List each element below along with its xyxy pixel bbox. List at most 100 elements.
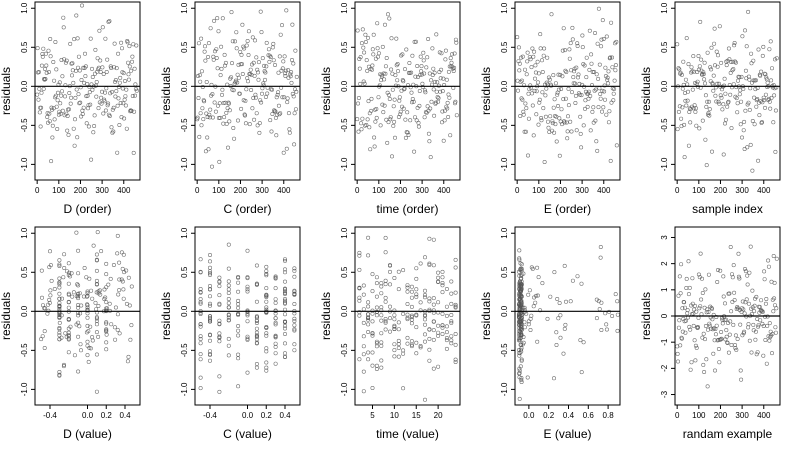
data-point (90, 338, 95, 343)
data-point (436, 279, 441, 284)
data-point (119, 277, 124, 282)
data-point (87, 276, 92, 281)
data-point (373, 56, 378, 61)
data-point (596, 76, 601, 81)
x-tick-label: 15 (412, 411, 421, 420)
data-point (290, 91, 295, 96)
data-point (591, 105, 596, 110)
data-point (445, 106, 450, 111)
data-point (367, 111, 372, 116)
data-point (52, 117, 57, 122)
data-point (384, 117, 389, 122)
data-point (453, 265, 458, 270)
data-point (574, 65, 579, 70)
data-point (444, 304, 449, 309)
data-point (746, 74, 751, 79)
data-point (692, 303, 697, 308)
data-point (535, 80, 540, 85)
data-point (405, 335, 410, 340)
data-point (422, 313, 427, 318)
data-point (387, 316, 392, 321)
data-point (518, 79, 523, 84)
data-point (435, 80, 440, 85)
data-point (604, 327, 609, 332)
data-point (362, 81, 367, 86)
data-point (427, 262, 432, 267)
data-point (743, 68, 748, 73)
data-point (113, 94, 118, 99)
data-point (282, 95, 287, 100)
data-point (546, 125, 551, 130)
data-point (224, 110, 229, 115)
data-point (250, 35, 255, 40)
data-point (729, 342, 734, 347)
data-point (208, 272, 213, 277)
plot-frame (674, 1, 781, 181)
data-point (226, 301, 231, 306)
data-point (255, 123, 260, 128)
data-point (264, 360, 269, 365)
data-point (366, 235, 371, 240)
data-point (381, 71, 386, 76)
data-point (60, 74, 65, 79)
data-point (719, 87, 724, 92)
data-point (756, 324, 761, 329)
data-point (217, 331, 222, 336)
data-point (284, 8, 289, 13)
data-point (675, 351, 680, 356)
data-point (383, 327, 388, 332)
data-point (714, 323, 719, 328)
data-point (444, 338, 449, 343)
data-point (422, 317, 427, 322)
data-point (375, 54, 380, 59)
data-point (84, 275, 89, 280)
data-point (746, 325, 751, 330)
y-tick-label: 1.0 (660, 2, 669, 14)
data-point (124, 268, 129, 273)
data-point (538, 308, 543, 313)
data-point (518, 320, 523, 325)
data-point (584, 75, 589, 80)
data-point (449, 291, 454, 296)
y-tick-label: 0.5 (340, 41, 349, 53)
data-point (282, 279, 287, 284)
data-point (771, 309, 776, 314)
data-point (390, 87, 395, 92)
data-point (265, 91, 270, 96)
data-point (205, 135, 210, 140)
data-point (403, 117, 408, 122)
data-point (200, 85, 205, 90)
data-point (292, 323, 297, 328)
data-point (770, 331, 775, 336)
data-point (255, 70, 260, 75)
data-point (380, 44, 385, 49)
data-point (553, 122, 558, 127)
data-point (125, 40, 130, 45)
data-point (581, 340, 586, 345)
data-point (379, 74, 384, 79)
data-point (675, 42, 680, 47)
data-point (57, 372, 62, 377)
data-point (762, 71, 767, 76)
data-point (374, 366, 379, 371)
x-tick-label: 300 (575, 186, 589, 195)
data-point (39, 63, 44, 68)
x-tick-label: 0.4 (119, 411, 131, 420)
data-point (685, 311, 690, 316)
data-point (108, 276, 113, 281)
data-point (706, 99, 711, 104)
data-point (557, 116, 562, 121)
data-point (414, 313, 419, 318)
data-point (765, 80, 770, 85)
data-point (275, 92, 280, 97)
data-point (694, 309, 699, 314)
data-point (599, 37, 604, 42)
data-point (247, 122, 252, 127)
data-point (551, 376, 556, 381)
data-point (100, 65, 105, 70)
data-point (261, 81, 266, 86)
data-point (737, 276, 742, 281)
data-point (436, 364, 441, 369)
data-point (580, 45, 585, 50)
